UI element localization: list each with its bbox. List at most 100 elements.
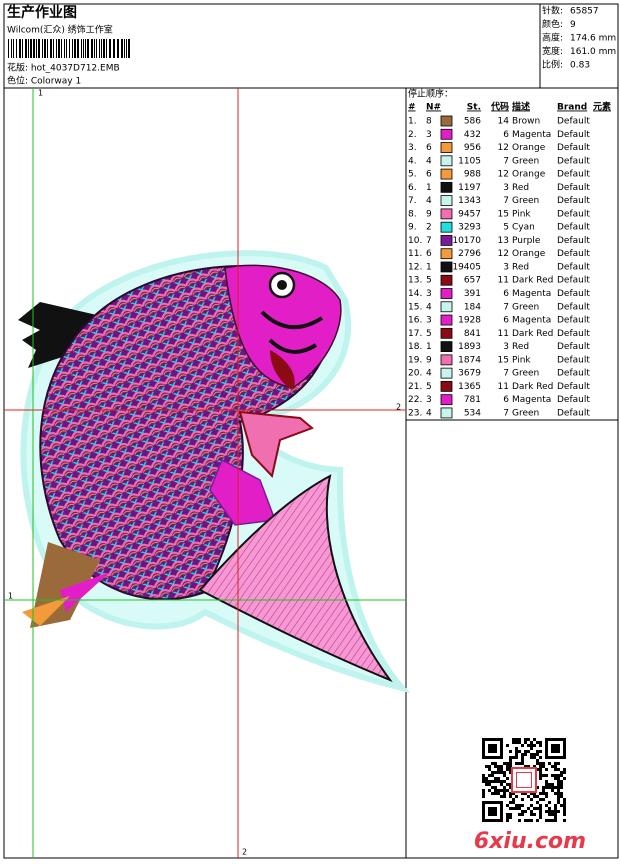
info-value: 9: [570, 20, 576, 30]
table-cell: 7.: [408, 196, 417, 206]
qr-module: [551, 765, 554, 768]
qr-module: [521, 756, 524, 759]
table-cell: 781: [464, 395, 481, 405]
info-label: 颜色:: [542, 18, 563, 30]
qr-module: [539, 741, 542, 744]
table-cell: 1928: [458, 316, 481, 326]
qr-module: [557, 780, 560, 783]
table-cell: 14: [498, 117, 510, 127]
qr-module: [494, 792, 497, 795]
qr-module: [536, 819, 539, 822]
qr-module: [539, 765, 542, 768]
qr-module: [494, 780, 497, 783]
dorsal-fin: [18, 302, 110, 368]
color-swatch: [440, 274, 453, 286]
barcode-bar: [91, 39, 93, 58]
qr-module: [482, 780, 485, 783]
qr-module: [524, 753, 527, 756]
table-cell: 8: [426, 117, 432, 127]
barcode-bar: [117, 39, 119, 58]
qr-module: [554, 762, 557, 765]
table-cell: Default: [557, 196, 590, 206]
info-value: 0.83: [570, 61, 590, 71]
qr-module: [503, 786, 506, 789]
table-cell: 3: [426, 316, 432, 326]
barcode-bar: [64, 39, 65, 58]
qr-module: [545, 819, 548, 822]
table-cell: 1: [426, 183, 432, 193]
qr-module: [482, 789, 485, 792]
qr-module: [506, 819, 509, 822]
qr-module: [509, 813, 512, 816]
barcode-bar: [61, 39, 62, 58]
table-cell: Default: [557, 276, 590, 286]
table-cell: 5: [426, 276, 432, 286]
qr-module: [509, 759, 512, 762]
qr-module: [542, 792, 545, 795]
barcode-bar: [38, 39, 40, 58]
ventral-fin: [209, 458, 277, 526]
info-value: 161.0 mm: [570, 47, 616, 57]
qr-module: [548, 813, 551, 816]
table-cell: Default: [557, 395, 590, 405]
qr-module: [551, 789, 554, 792]
qr-module: [515, 750, 518, 753]
qr-module: [521, 810, 524, 813]
qr-module: [536, 807, 539, 810]
qr-module: [560, 792, 563, 795]
qr-module: [554, 813, 557, 816]
table-cell: 1197: [458, 183, 481, 193]
info-label: 高度:: [542, 32, 563, 44]
barcode-bar: [109, 39, 111, 58]
qr-logo: [511, 767, 537, 793]
watermark: 6xiu.com: [474, 829, 586, 854]
qr-module: [521, 744, 524, 747]
qr-module: [548, 807, 551, 810]
qr-module: [545, 783, 548, 786]
table-cell: Default: [557, 170, 590, 180]
table-cell: Pink: [512, 355, 531, 365]
info-value: 174.6 mm: [570, 34, 616, 44]
color-swatch: [440, 235, 453, 246]
table-cell: 12: [498, 143, 509, 153]
table-cell: Default: [557, 262, 590, 272]
qr-module: [494, 771, 497, 774]
qr-module: [527, 738, 530, 741]
qr-module: [497, 777, 500, 780]
qr-module: [491, 774, 494, 777]
barcode-bar: [42, 39, 43, 58]
qr-module: [530, 744, 533, 747]
qr-module: [539, 756, 542, 759]
table-cell: 7: [503, 369, 509, 379]
qr-module: [554, 807, 557, 810]
barcode-bar: [83, 39, 84, 58]
qr-module: [524, 765, 527, 768]
table-cell: 586: [464, 117, 481, 127]
table-cell: 3: [426, 395, 432, 405]
barcode-bar: [72, 39, 73, 58]
color-swatch: [440, 327, 453, 339]
color-swatch: [440, 142, 453, 153]
qr-module: [542, 774, 545, 777]
table-cell: 1893: [458, 342, 481, 352]
column-header: Brand: [557, 103, 587, 113]
table-cell: 4: [426, 196, 432, 206]
qr-module: [533, 807, 536, 810]
colorway: 色位: Colorway 1: [7, 75, 81, 87]
guide-marker: 2: [242, 848, 247, 857]
qr-module: [521, 759, 524, 762]
qr-module: [500, 780, 503, 783]
qr-module: [554, 810, 557, 813]
table-cell: 1: [426, 342, 432, 352]
color-swatch: [440, 155, 453, 167]
table-cell: 4: [426, 369, 432, 379]
qr-module: [545, 774, 548, 777]
qr-module: [560, 774, 563, 777]
qr-module: [557, 801, 560, 804]
barcode-bar: [22, 39, 23, 58]
qr-module: [536, 762, 539, 765]
table-cell: 3: [426, 289, 432, 299]
qr-module: [503, 771, 506, 774]
qr-module: [527, 795, 530, 798]
